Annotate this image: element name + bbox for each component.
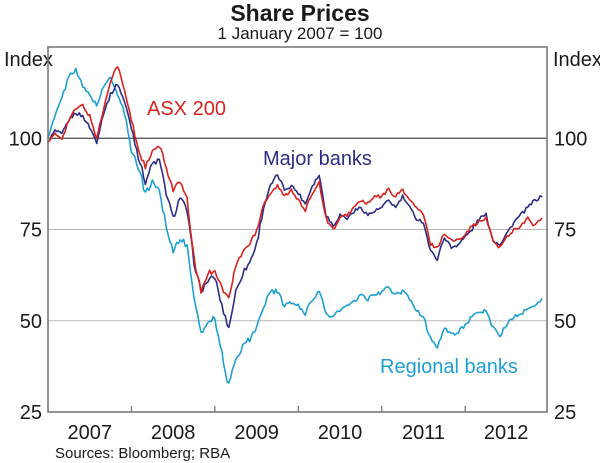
series-line-major-banks	[47, 84, 543, 329]
year-label-2010: 2010	[318, 422, 363, 444]
series-line-asx-200	[47, 66, 543, 299]
year-label-2007: 2007	[67, 422, 112, 444]
y-axis-label-left: Index	[4, 49, 53, 71]
y-tick-label-left-50: 50	[20, 311, 42, 333]
year-label-2008: 2008	[151, 422, 196, 444]
y-tick-label-right-50: 50	[554, 311, 576, 333]
y-tick-label-right-75: 75	[554, 220, 576, 242]
y-tick-label-right-100: 100	[554, 128, 587, 150]
year-label-2009: 2009	[234, 422, 279, 444]
chart-subtitle: 1 January 2007 = 100	[217, 24, 383, 43]
series-label-regional-banks: Regional banks	[380, 356, 518, 378]
y-tick-label-left-25: 25	[20, 402, 42, 424]
plot-border	[47, 46, 548, 413]
year-label-2012: 2012	[484, 422, 529, 444]
series-label-asx-200: ASX 200	[147, 98, 226, 120]
y-tick-label-right-25: 25	[554, 402, 576, 424]
source-note: Sources: Bloomberg; RBA	[55, 445, 231, 462]
series-line-regional-banks	[47, 67, 543, 384]
series-label-major-banks: Major banks	[263, 148, 372, 170]
chart-title: Share Prices	[230, 0, 370, 26]
y-tick-label-left-75: 75	[20, 220, 42, 242]
y-axis-label-right: Index	[553, 49, 600, 71]
y-tick-label-left-100: 100	[9, 128, 42, 150]
year-label-2011: 2011	[402, 422, 445, 444]
